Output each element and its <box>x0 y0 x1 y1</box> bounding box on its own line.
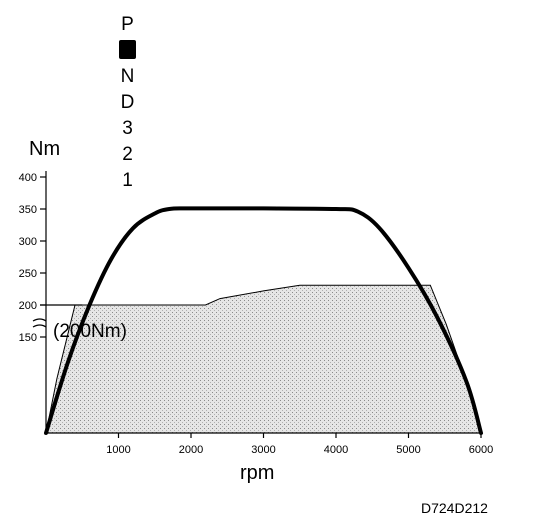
gear-3: 3 <box>122 118 133 139</box>
gear-r: R <box>121 40 135 61</box>
y-tick-label: 400 <box>19 172 37 184</box>
y-tick-label: 250 <box>19 268 37 280</box>
y-tick-label: 300 <box>19 236 37 248</box>
axis-break-marks <box>32 318 47 328</box>
y-ticks: 150 200 250 300 350 400 <box>19 172 46 344</box>
gear-p: P <box>121 14 134 35</box>
gear-n: N <box>121 66 135 87</box>
x-tick-label: 3000 <box>251 444 275 456</box>
gear-2: 2 <box>122 144 133 165</box>
y-tick-label: 150 <box>19 332 37 344</box>
gear-d: D <box>121 92 135 113</box>
x-ticks: 1000 2000 3000 4000 5000 6000 <box>106 433 493 456</box>
gear-selected-highlight <box>119 40 136 59</box>
x-axis-title: rpm <box>240 462 274 484</box>
y-axis-title: Nm <box>29 138 60 160</box>
x-tick-label: 2000 <box>179 444 203 456</box>
shaded-torque-area <box>45 284 482 434</box>
max-torque-curve <box>44 206 483 435</box>
y-tick-label: 350 <box>19 204 37 216</box>
gear-1: 1 <box>122 170 133 191</box>
200nm-annotation: (200Nm) <box>53 321 127 342</box>
figure-code: D724D212 <box>421 500 488 516</box>
x-tick-label: 1000 <box>106 444 130 456</box>
x-tick-label: 6000 <box>469 444 493 456</box>
x-tick-label: 5000 <box>396 444 420 456</box>
y-tick-label: 200 <box>19 300 37 312</box>
x-tick-label: 4000 <box>324 444 348 456</box>
